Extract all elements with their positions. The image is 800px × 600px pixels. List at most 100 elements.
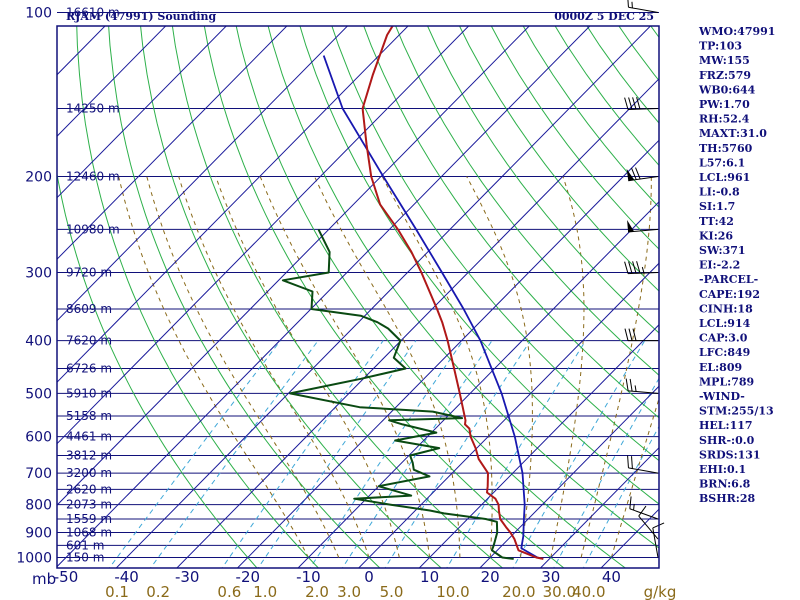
isotherm-10 [418, 324, 659, 568]
wind-barb-full [628, 261, 633, 274]
pressure-tick-900: 900 [25, 526, 52, 542]
height-label-450: 6726 m [66, 361, 112, 375]
index-line: L57:6.1 [699, 156, 745, 169]
height-label-150: 14250 m [66, 101, 120, 115]
pressure-tick-800: 800 [25, 498, 52, 514]
index-line: BSHR:28 [699, 492, 755, 505]
index-line: EHI:0.1 [699, 463, 746, 476]
wind-barb-250 [627, 220, 659, 233]
height-label-750: 2620 m [66, 482, 112, 496]
mixing-ratio-tick-20.0: 20.0 [502, 583, 535, 600]
wind-barb-full [627, 455, 629, 468]
dry-adiabat--20 [57, 171, 258, 568]
wind-barb-full [628, 328, 633, 341]
index-line: SI:1.7 [699, 200, 735, 213]
mixing-ratio-line-0.2 [149, 340, 319, 568]
mixing-ratio-tick-0.1: 0.1 [105, 583, 129, 600]
height-label-900: 1068 m [66, 526, 112, 540]
isotherm--70 [57, 26, 470, 445]
dry-adiabat--10 [76, 26, 320, 568]
wind-barb-staff [628, 390, 659, 394]
temperature-tick-0: 0 [364, 568, 374, 586]
height-label-600: 4461 m [66, 430, 112, 444]
wind-barb-100 [627, 0, 659, 13]
wind-barb-full [629, 496, 632, 509]
moist-adiabat-30 [550, 176, 585, 558]
index-line: TP:103 [699, 40, 742, 53]
height-label-200: 12460 m [66, 170, 120, 184]
wind-barb-full [624, 261, 629, 274]
index-line: CINH:18 [699, 302, 753, 315]
height-label-550: 5158 m [66, 409, 112, 423]
wind-barb-500 [625, 378, 659, 394]
pressure-tick-400: 400 [25, 334, 52, 350]
index-line: HEL:117 [699, 419, 753, 432]
moist-adiabat-5 [215, 176, 400, 558]
isotherm--60 [57, 26, 530, 506]
plot-frame [56, 25, 660, 569]
wind-barb-staff [638, 515, 659, 540]
index-line: LFC:849 [699, 346, 750, 359]
mixing-ratio-unit: g/kg [644, 583, 677, 600]
height-label-700: 3200 m [66, 466, 112, 480]
mixing-ratio-line-10.0 [446, 340, 587, 568]
wind-barb-full [636, 261, 641, 274]
temperature-tick-10: 10 [420, 568, 439, 586]
index-line: LI:-0.8 [699, 186, 740, 199]
index-line: STM:255/13 [699, 405, 774, 418]
index-line: SW:371 [699, 244, 746, 257]
dry-adiabat-30 [203, 26, 565, 568]
wind-barb-staff [628, 467, 659, 474]
isobar-lines [57, 11, 659, 558]
height-label-850: 1559 m [66, 512, 112, 526]
wind-barb-full [624, 328, 629, 341]
height-label-350: 8609 m [66, 302, 112, 316]
isotherm--30 [176, 78, 659, 568]
wind-barb-staff [628, 6, 659, 13]
wind-barb-half [633, 503, 635, 511]
mixing-ratio-line-20.0 [512, 340, 646, 568]
dry-adiabat-70 [331, 26, 659, 462]
mixing-ratio-tick-3.0: 3.0 [337, 583, 361, 600]
isotherm--50 [57, 26, 591, 568]
index-line: WMO:47991 [698, 25, 775, 38]
mixing-ratio-tick-2.0: 2.0 [305, 583, 329, 600]
sounding-profiles [281, 26, 544, 560]
temperature-tick-40: 40 [602, 568, 621, 586]
wind-barb-staff [629, 508, 659, 520]
pressure-tick-100: 100 [25, 5, 52, 21]
wind-barb-925 [638, 505, 659, 540]
moist-adiabat-0 [178, 176, 370, 558]
height-label-300: 9720 m [66, 266, 112, 280]
temperature-tick-20: 20 [481, 568, 500, 586]
pressure-tick-200: 200 [25, 170, 52, 186]
index-line: SHR-:0.0 [699, 434, 755, 447]
moist-adiabat-25 [466, 176, 533, 558]
wind-barb-staff [628, 272, 659, 275]
dry-adiabat-40 [235, 26, 627, 568]
wind-barb-full [638, 505, 647, 517]
height-label-400: 7620 m [66, 334, 112, 348]
index-line: KI:26 [699, 229, 733, 242]
wind-barb-400 [624, 328, 658, 342]
temperature-tick--30: -30 [175, 568, 200, 586]
pressure-tick-600: 600 [25, 430, 52, 446]
station-title: RJAM (47991) Sounding [66, 10, 217, 23]
wind-barb-full [632, 261, 637, 274]
moist-adiabat-10 [259, 176, 431, 558]
wind-barb-full [632, 328, 637, 341]
mixing-ratio-tick-5.0: 5.0 [380, 583, 404, 600]
moist-adiabat--5 [146, 176, 340, 558]
isotherm--110 [57, 26, 227, 199]
dry-adiabat-80 [363, 26, 659, 419]
pressure-tick-300: 300 [25, 266, 52, 282]
dry-adiabat-100 [427, 26, 659, 334]
dry-adiabat-0 [108, 26, 381, 568]
height-label-250: 10980 m [66, 222, 120, 236]
mixing-ratio-line-5.0 [384, 340, 531, 568]
index-line: SRDS:131 [699, 448, 761, 461]
index-line: PW:1.70 [699, 98, 750, 111]
temperature-tick--50: -50 [54, 568, 79, 586]
pressure-tick-500: 500 [25, 386, 52, 402]
